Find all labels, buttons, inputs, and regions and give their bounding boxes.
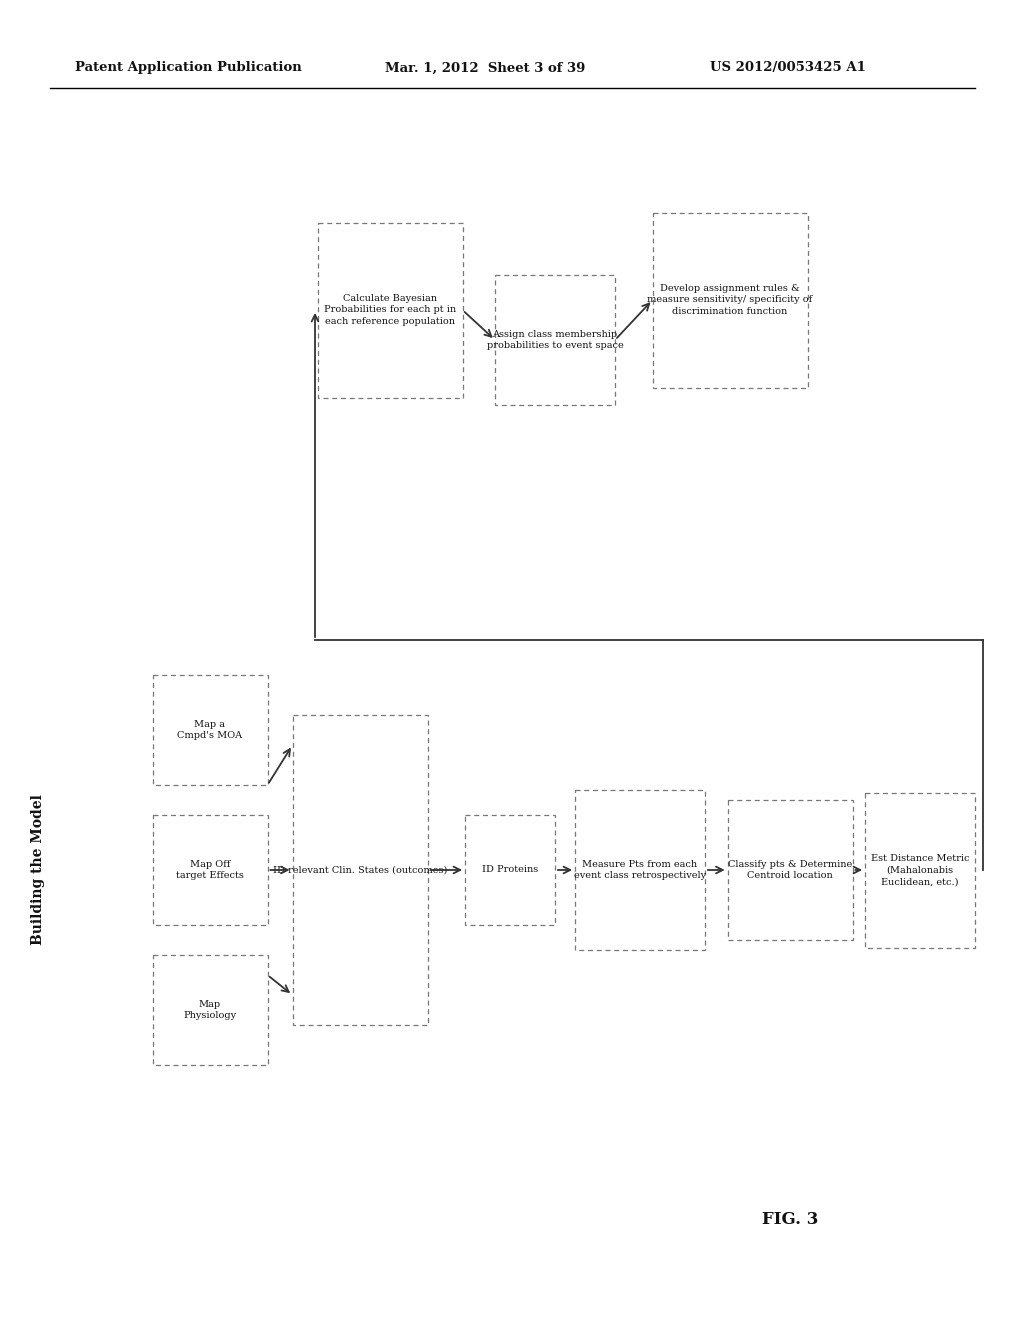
FancyBboxPatch shape (293, 715, 427, 1026)
Text: Map
Physiology: Map Physiology (183, 999, 237, 1020)
FancyBboxPatch shape (153, 675, 267, 785)
Text: Est Distance Metric
(Mahalonabis
Euclidean, etc.): Est Distance Metric (Mahalonabis Euclide… (870, 854, 970, 886)
Text: ID relevant Clin. States (outcomes): ID relevant Clin. States (outcomes) (272, 866, 447, 874)
FancyBboxPatch shape (652, 213, 808, 388)
Text: Map a
Cmpd's MOA: Map a Cmpd's MOA (177, 719, 243, 741)
Text: US 2012/0053425 A1: US 2012/0053425 A1 (710, 62, 866, 74)
Text: Measure Pts from each
event class retrospectively: Measure Pts from each event class retros… (573, 859, 707, 880)
Text: Building the Model: Building the Model (31, 795, 45, 945)
Text: ID Proteins: ID Proteins (482, 866, 539, 874)
Text: Mar. 1, 2012  Sheet 3 of 39: Mar. 1, 2012 Sheet 3 of 39 (385, 62, 586, 74)
FancyBboxPatch shape (865, 792, 975, 948)
FancyBboxPatch shape (495, 275, 615, 405)
FancyBboxPatch shape (575, 789, 705, 950)
FancyBboxPatch shape (727, 800, 853, 940)
FancyBboxPatch shape (317, 223, 463, 397)
Text: Map Off
target Effects: Map Off target Effects (176, 859, 244, 880)
Text: Calculate Bayesian
Probabilities for each pt in
each reference population: Calculate Bayesian Probabilities for eac… (324, 294, 456, 326)
Text: Patent Application Publication: Patent Application Publication (75, 62, 302, 74)
FancyBboxPatch shape (465, 814, 555, 925)
Text: Classify pts & Determine
Centroid location: Classify pts & Determine Centroid locati… (728, 859, 852, 880)
FancyBboxPatch shape (153, 954, 267, 1065)
Text: FIG. 3: FIG. 3 (762, 1212, 818, 1229)
FancyBboxPatch shape (153, 814, 267, 925)
Text: Develop assignment rules &
measure sensitivity/ specificity of
discrimination fu: Develop assignment rules & measure sensi… (647, 284, 813, 317)
Text: Assign class membership
probabilities to event space: Assign class membership probabilities to… (486, 330, 624, 350)
